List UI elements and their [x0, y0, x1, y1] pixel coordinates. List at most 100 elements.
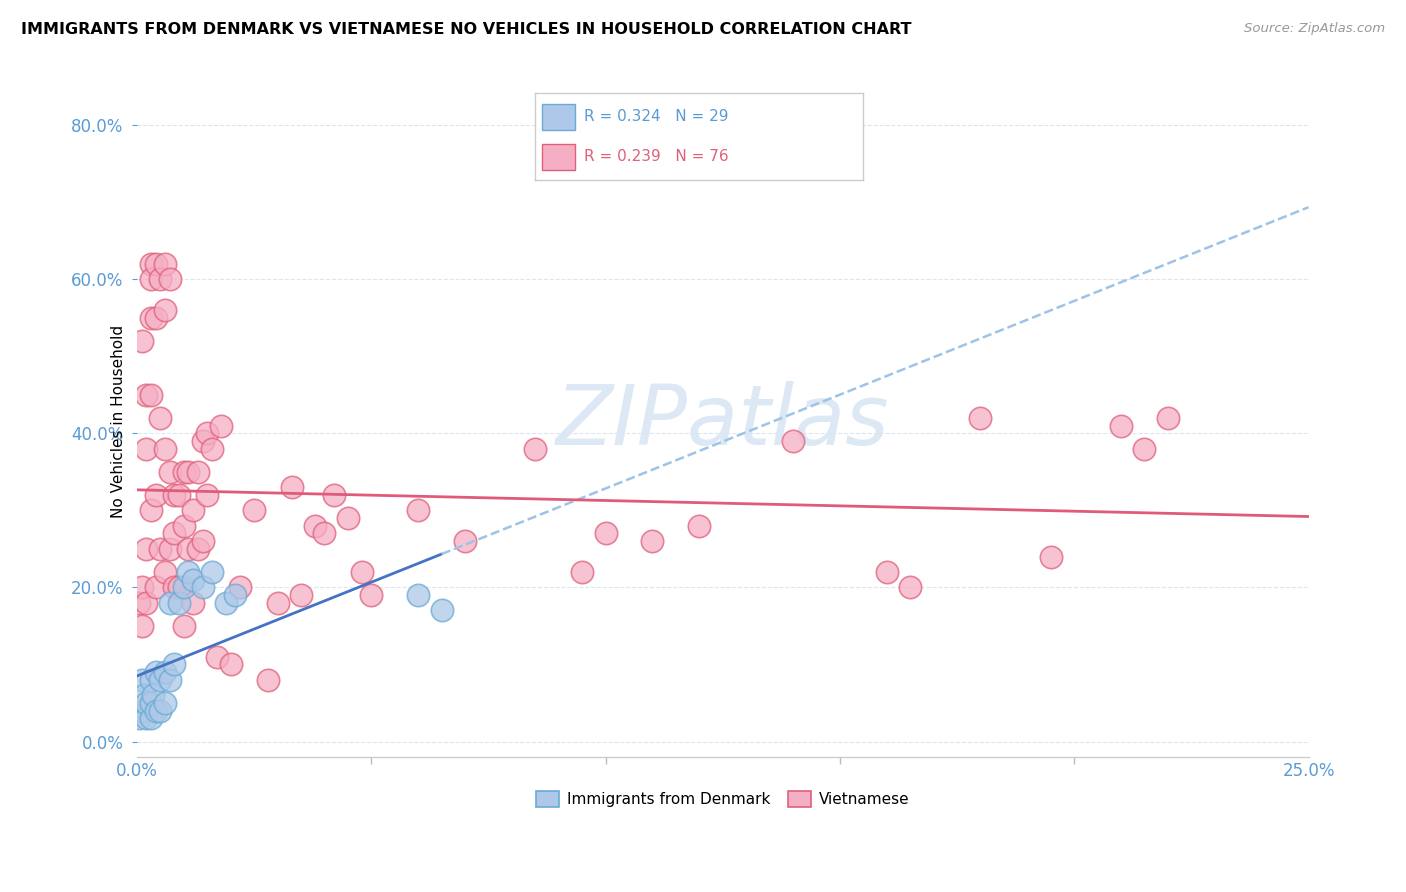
Point	[163, 657, 186, 672]
Point	[304, 518, 326, 533]
Point	[153, 442, 176, 456]
Point	[201, 442, 224, 456]
Point	[139, 503, 162, 517]
Point	[191, 534, 214, 549]
Point	[406, 588, 429, 602]
Point	[149, 410, 172, 425]
Point	[145, 580, 167, 594]
Point	[336, 511, 359, 525]
Point	[159, 272, 181, 286]
Point	[595, 526, 617, 541]
Point	[128, 711, 150, 725]
Point	[163, 526, 186, 541]
Point	[132, 688, 155, 702]
Point	[131, 580, 153, 594]
Point	[139, 310, 162, 325]
Point	[641, 534, 664, 549]
Point	[145, 310, 167, 325]
Point	[159, 465, 181, 479]
Point	[167, 596, 190, 610]
Point	[290, 588, 312, 602]
Point	[139, 257, 162, 271]
Point	[142, 688, 165, 702]
Point	[173, 580, 195, 594]
Point	[159, 673, 181, 687]
Point	[177, 565, 200, 579]
Point	[876, 565, 898, 579]
Point	[430, 603, 453, 617]
Point	[163, 488, 186, 502]
Point	[1133, 442, 1156, 456]
Point	[149, 272, 172, 286]
Point	[257, 673, 280, 687]
Text: IMMIGRANTS FROM DENMARK VS VIETNAMESE NO VEHICLES IN HOUSEHOLD CORRELATION CHART: IMMIGRANTS FROM DENMARK VS VIETNAMESE NO…	[21, 22, 911, 37]
Point	[139, 673, 162, 687]
Point	[191, 434, 214, 448]
Point	[135, 387, 157, 401]
Point	[454, 534, 477, 549]
Point	[135, 696, 157, 710]
Point	[322, 488, 344, 502]
Point	[149, 673, 172, 687]
Point	[280, 480, 302, 494]
Point	[173, 619, 195, 633]
Point	[149, 541, 172, 556]
Point	[131, 673, 153, 687]
Point	[167, 580, 190, 594]
Point	[688, 518, 710, 533]
Point	[145, 704, 167, 718]
Point	[181, 573, 204, 587]
Point	[135, 711, 157, 725]
Point	[135, 596, 157, 610]
Point	[350, 565, 373, 579]
Point	[163, 580, 186, 594]
Point	[131, 334, 153, 348]
Point	[131, 704, 153, 718]
Point	[224, 588, 246, 602]
Point	[153, 665, 176, 680]
Point	[173, 518, 195, 533]
Point	[898, 580, 921, 594]
Point	[177, 465, 200, 479]
Point	[229, 580, 252, 594]
Text: ZIPatlas: ZIPatlas	[555, 381, 890, 462]
Point	[139, 696, 162, 710]
Point	[314, 526, 336, 541]
Point	[209, 418, 232, 433]
Point	[782, 434, 804, 448]
Point	[571, 565, 593, 579]
Point	[153, 696, 176, 710]
Point	[139, 272, 162, 286]
Point	[153, 302, 176, 317]
Point	[139, 711, 162, 725]
Point	[131, 619, 153, 633]
Point	[1039, 549, 1062, 564]
Point	[145, 257, 167, 271]
Point	[195, 426, 218, 441]
Point	[243, 503, 266, 517]
Point	[159, 541, 181, 556]
Point	[135, 442, 157, 456]
Point	[201, 565, 224, 579]
Point	[219, 657, 242, 672]
Point	[153, 565, 176, 579]
Point	[205, 649, 228, 664]
Point	[145, 665, 167, 680]
Point	[524, 442, 547, 456]
Point	[139, 387, 162, 401]
Point	[969, 410, 991, 425]
Point	[360, 588, 382, 602]
Point	[145, 488, 167, 502]
Point	[406, 503, 429, 517]
Point	[128, 596, 150, 610]
Point	[187, 541, 209, 556]
Point	[177, 541, 200, 556]
Point	[215, 596, 238, 610]
Point	[173, 465, 195, 479]
Text: Source: ZipAtlas.com: Source: ZipAtlas.com	[1244, 22, 1385, 36]
Point	[195, 488, 218, 502]
Point	[266, 596, 288, 610]
Point	[1157, 410, 1180, 425]
Point	[187, 465, 209, 479]
Point	[191, 580, 214, 594]
